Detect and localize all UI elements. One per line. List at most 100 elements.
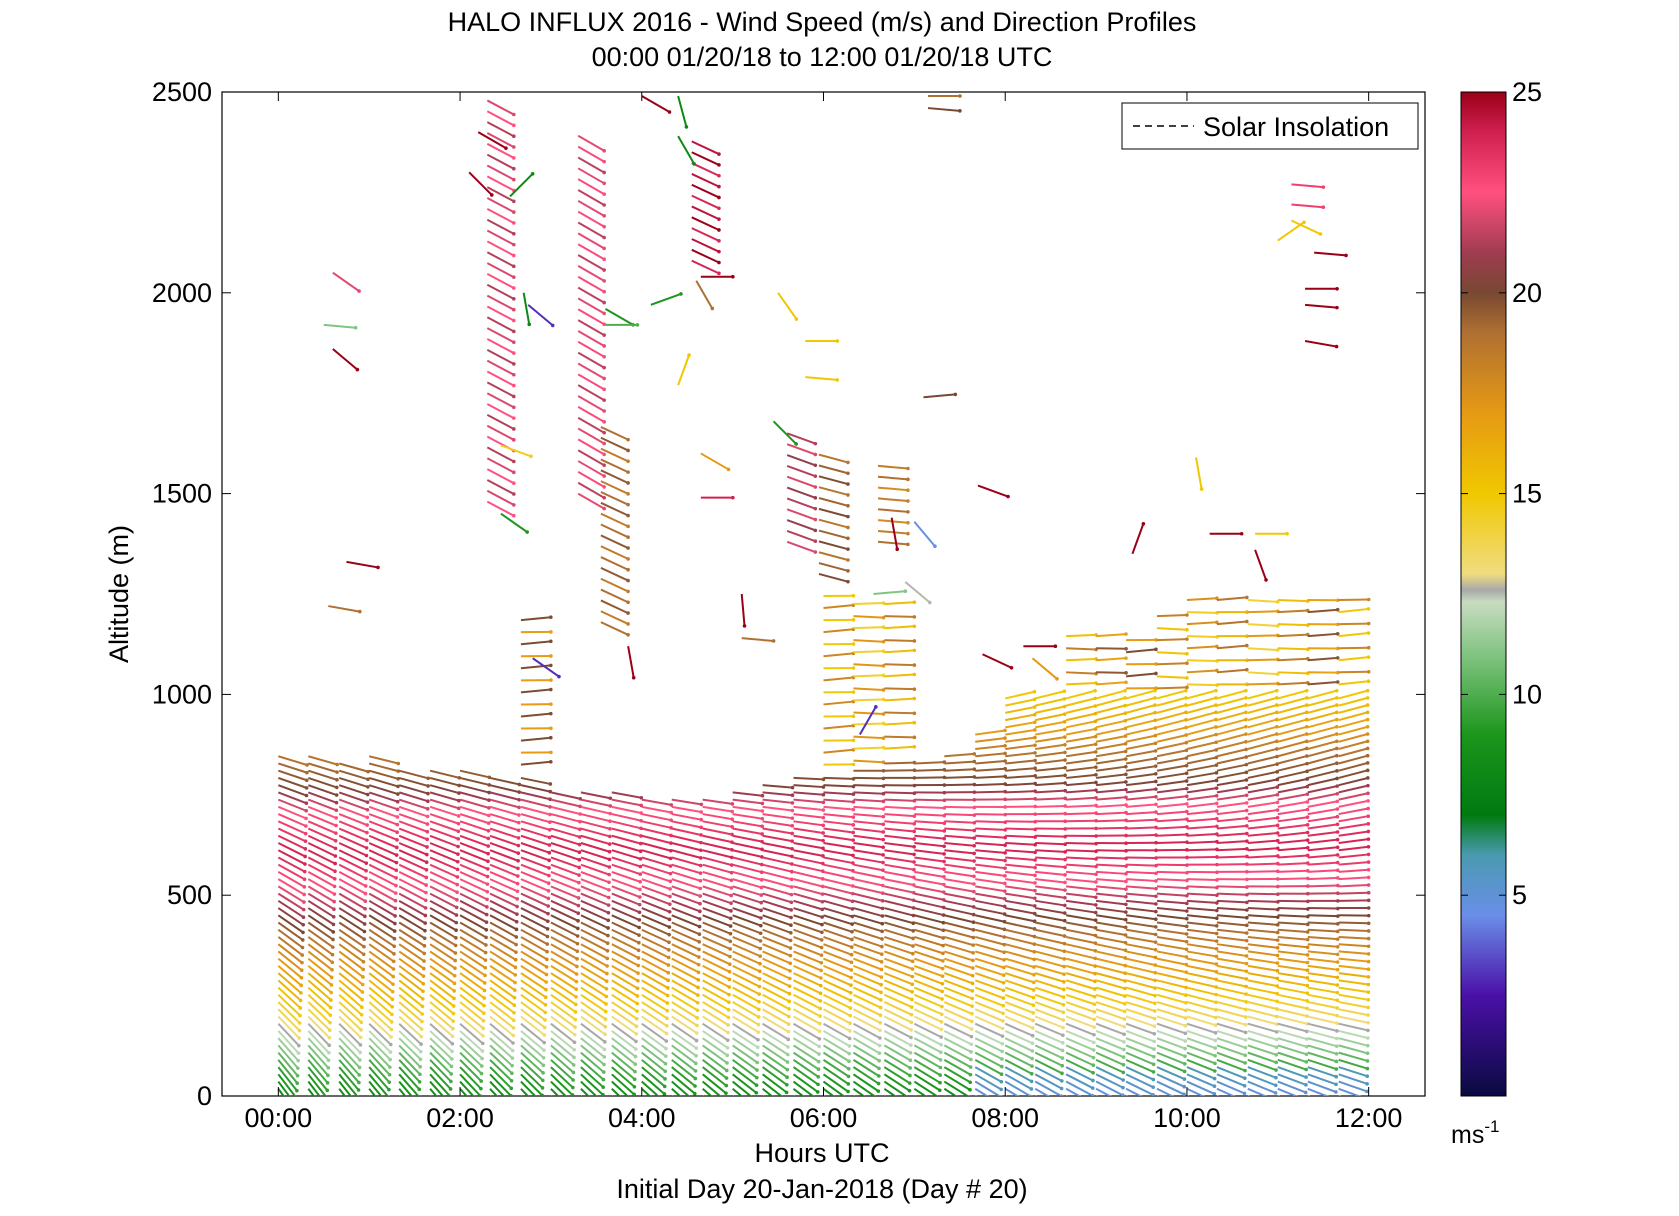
wind-vector bbox=[823, 1015, 851, 1032]
wind-vector-head bbox=[548, 782, 553, 786]
wind-vector-head bbox=[512, 492, 516, 496]
wind-vector-head bbox=[717, 163, 721, 167]
wind-vector bbox=[823, 849, 854, 857]
wind-vector bbox=[459, 784, 490, 794]
wind-vector-head bbox=[448, 1094, 452, 1096]
wind-vector-head bbox=[1245, 900, 1249, 905]
wind-vector bbox=[1307, 733, 1338, 743]
wind-vector bbox=[884, 943, 914, 955]
wind-vector-head bbox=[486, 813, 491, 818]
wind-vector-head bbox=[758, 969, 762, 974]
wind-vector bbox=[600, 588, 629, 604]
wind-vector-head bbox=[971, 950, 975, 955]
wind-vector bbox=[943, 1066, 971, 1084]
wind-vector-head bbox=[821, 831, 825, 835]
wind-vector bbox=[1005, 907, 1035, 915]
wind-vector-head bbox=[1094, 872, 1098, 877]
wind-vector-head bbox=[1305, 807, 1310, 812]
wind-vector bbox=[580, 834, 610, 846]
wind-vector-head bbox=[300, 953, 305, 957]
wind-vector-head bbox=[1335, 680, 1340, 684]
wind-vector bbox=[307, 994, 332, 1016]
wind-vector bbox=[641, 943, 670, 959]
wind-vector bbox=[702, 943, 731, 958]
wind-vector-head bbox=[602, 148, 606, 153]
wind-vector bbox=[577, 265, 605, 282]
wind-vector bbox=[332, 271, 360, 292]
wind-vector bbox=[1035, 751, 1066, 758]
wind-vector-head bbox=[697, 955, 701, 959]
wind-vector-head bbox=[972, 874, 976, 879]
wind-vector bbox=[1277, 1066, 1307, 1079]
wind-vector bbox=[611, 892, 641, 906]
wind-vector-head bbox=[785, 1060, 790, 1064]
wind-vector-head bbox=[1153, 940, 1158, 944]
wind-vector-head bbox=[571, 1070, 576, 1075]
wind-vector-head bbox=[846, 579, 850, 584]
wind-vector bbox=[823, 820, 854, 826]
wind-vector bbox=[671, 834, 702, 844]
wind-vector bbox=[429, 1037, 453, 1060]
wind-vector-head bbox=[514, 942, 518, 947]
wind-vector-head bbox=[1243, 1068, 1247, 1073]
wind-vector-head bbox=[880, 921, 885, 926]
wind-vector bbox=[975, 863, 1006, 870]
wind-vector bbox=[611, 965, 639, 982]
wind-vector-head bbox=[1274, 1045, 1279, 1049]
wind-vector-head bbox=[1366, 607, 1371, 611]
wind-vector-head bbox=[510, 1071, 514, 1076]
wind-vector bbox=[429, 907, 457, 924]
wind-vector-head bbox=[509, 1102, 513, 1106]
wind-vector-head bbox=[485, 867, 490, 871]
y-axis-label: Altitude (m) bbox=[104, 525, 134, 663]
wind-vector-head bbox=[626, 524, 630, 529]
wind-vector-head bbox=[880, 937, 884, 941]
wind-vector bbox=[1156, 802, 1187, 808]
wind-vector bbox=[1125, 1044, 1155, 1058]
wind-vector bbox=[1031, 657, 1058, 680]
wind-vector-head bbox=[573, 1017, 578, 1022]
wind-vector-head bbox=[999, 1080, 1004, 1084]
wind-vector bbox=[853, 870, 884, 879]
wind-vector-head bbox=[939, 1020, 944, 1024]
wind-vector-head bbox=[851, 593, 856, 598]
wind-vector-head bbox=[850, 899, 855, 904]
wind-vector-head bbox=[851, 738, 856, 743]
wind-vector bbox=[368, 813, 398, 826]
wind-vector bbox=[1247, 892, 1278, 896]
wind-vector bbox=[641, 813, 672, 822]
wind-vector bbox=[550, 842, 580, 854]
wind-vector bbox=[974, 1058, 1003, 1076]
wind-vector bbox=[1338, 696, 1368, 707]
wind-vector-head bbox=[455, 859, 460, 864]
wind-vector bbox=[550, 878, 580, 892]
wind-vector bbox=[793, 892, 823, 903]
wind-vector-head bbox=[1029, 1087, 1034, 1091]
wind-vector bbox=[429, 899, 457, 916]
wind-vector-head bbox=[1002, 950, 1006, 955]
wind-vector-head bbox=[1213, 1053, 1217, 1058]
wind-vector-head bbox=[1303, 1090, 1308, 1095]
wind-vector bbox=[732, 834, 763, 843]
wind-vector bbox=[1005, 797, 1036, 801]
wind-vector bbox=[1125, 957, 1156, 967]
wind-vector bbox=[1277, 725, 1308, 736]
wind-vector-head bbox=[1244, 984, 1249, 989]
wind-vector bbox=[520, 993, 546, 1014]
wind-vector bbox=[671, 863, 701, 875]
wind-vector-head bbox=[392, 944, 397, 949]
wind-vector bbox=[732, 1080, 753, 1096]
wind-vector bbox=[550, 957, 578, 975]
wind-vector bbox=[818, 486, 849, 496]
wind-vector bbox=[818, 497, 849, 507]
wind-vector-head bbox=[881, 745, 886, 750]
wind-vector-head bbox=[639, 795, 644, 800]
wind-vector bbox=[1247, 696, 1278, 707]
wind-vector bbox=[641, 805, 672, 814]
wind-vector bbox=[611, 936, 640, 952]
wind-vector bbox=[1307, 1087, 1330, 1096]
wind-vector-head bbox=[727, 1000, 731, 1005]
wind-vector bbox=[429, 885, 458, 901]
wind-vector-head bbox=[878, 1028, 882, 1033]
wind-vector-head bbox=[1335, 860, 1340, 865]
